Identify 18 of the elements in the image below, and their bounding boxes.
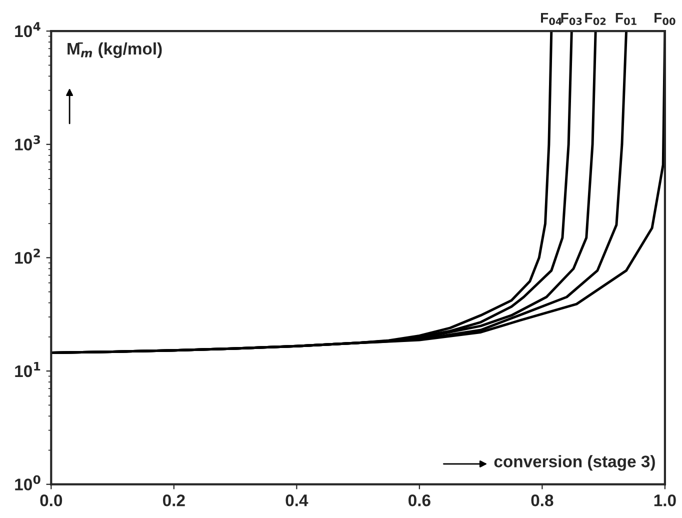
series-label: F$_{03}$ [561, 13, 582, 26]
x-tick-label: 0.0 [40, 494, 62, 506]
x-axis-title: conversion (stage 3) [494, 455, 655, 471]
y-axis-title: M̄$_{m}$ (kg/mol) [68, 42, 162, 58]
series-label: F$_{04}$ [541, 13, 562, 26]
series-label: F$_{01}$ [616, 13, 636, 26]
series-label: F$_{00}$ [654, 13, 676, 26]
y-tick-label: 10$^{2}$ [15, 248, 40, 264]
x-tick-label: 0.2 [162, 494, 185, 506]
x-tick-label: 0.4 [286, 494, 308, 506]
y-tick-label: 10$^{0}$ [15, 475, 40, 490]
x-tick-label: 0.8 [531, 494, 554, 506]
x-tick-label: 0.6 [408, 494, 430, 506]
series-label: F$_{02}$ [585, 13, 606, 26]
y-tick-label: 10$^{4}$ [15, 22, 40, 38]
y-tick-label: 10$^{3}$ [15, 135, 40, 150]
y-tick-label: 10$^{1}$ [15, 362, 40, 378]
x-tick-label: 1.0 [654, 494, 676, 506]
